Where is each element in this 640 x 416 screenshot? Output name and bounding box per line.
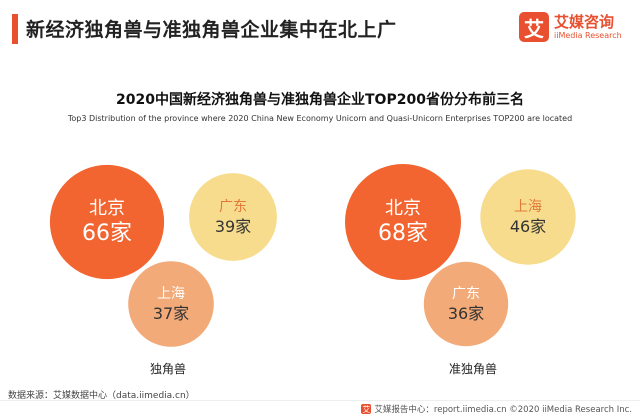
bubble-0-1 xyxy=(189,173,277,261)
bubble-0-2 xyxy=(128,261,214,347)
bubble-1-1 xyxy=(480,169,576,265)
group-label-unicorn: 独角兽 xyxy=(149,362,186,376)
bubble-province-label: 广东 xyxy=(219,199,247,215)
bubble-province-label: 北京 xyxy=(385,198,421,219)
bubble-value-label: 39家 xyxy=(215,217,251,236)
header-accent-bar xyxy=(12,14,18,44)
logo-name-en: iiMedia Research xyxy=(554,30,622,40)
bubble-province-label: 上海 xyxy=(157,286,185,302)
bubble-province-label: 广东 xyxy=(452,286,480,302)
footer-logo-icon: 艾 xyxy=(361,404,372,414)
bubble-value-label: 68家 xyxy=(378,221,428,246)
chart-subtitle: Top3 Distribution of the province where … xyxy=(67,114,573,123)
footer-divider xyxy=(0,400,640,401)
logo-mark: 艾 xyxy=(519,12,549,42)
logo-name-cn: 艾媒咨询 xyxy=(554,12,615,31)
bubble-1-2 xyxy=(423,261,509,347)
chart-title: 2020中国新经济独角兽与准独角兽企业TOP200省份分布前三名 xyxy=(116,92,524,108)
logo-text: 艾媒咨询 iiMedia Research xyxy=(554,12,622,41)
footer: 艾 艾媒报告中心：report.iimedia.cn ©2020 iiMedia… xyxy=(361,403,632,415)
group-label-quasi-unicorn: 准独角兽 xyxy=(448,362,497,376)
bubble-1-0 xyxy=(345,164,461,280)
bubble-value-label: 36家 xyxy=(448,304,484,323)
data-source: 数据来源：艾媒数据中心（data.iimedia.cn） xyxy=(8,391,195,401)
brand-logo: 艾 艾媒咨询 iiMedia Research xyxy=(519,12,622,42)
footer-text: 艾媒报告中心：report.iimedia.cn ©2020 iiMedia R… xyxy=(374,405,632,415)
bubble-0-0 xyxy=(49,164,165,280)
bubble-province-label: 上海 xyxy=(514,199,542,215)
bubble-value-label: 46家 xyxy=(510,217,546,236)
bubble-value-label: 66家 xyxy=(82,221,132,246)
bubble-province-label: 北京 xyxy=(89,198,125,219)
bubble-value-label: 37家 xyxy=(153,304,189,323)
page-title: 新经济独角兽与准独角兽企业集中在北上广 xyxy=(26,19,397,41)
